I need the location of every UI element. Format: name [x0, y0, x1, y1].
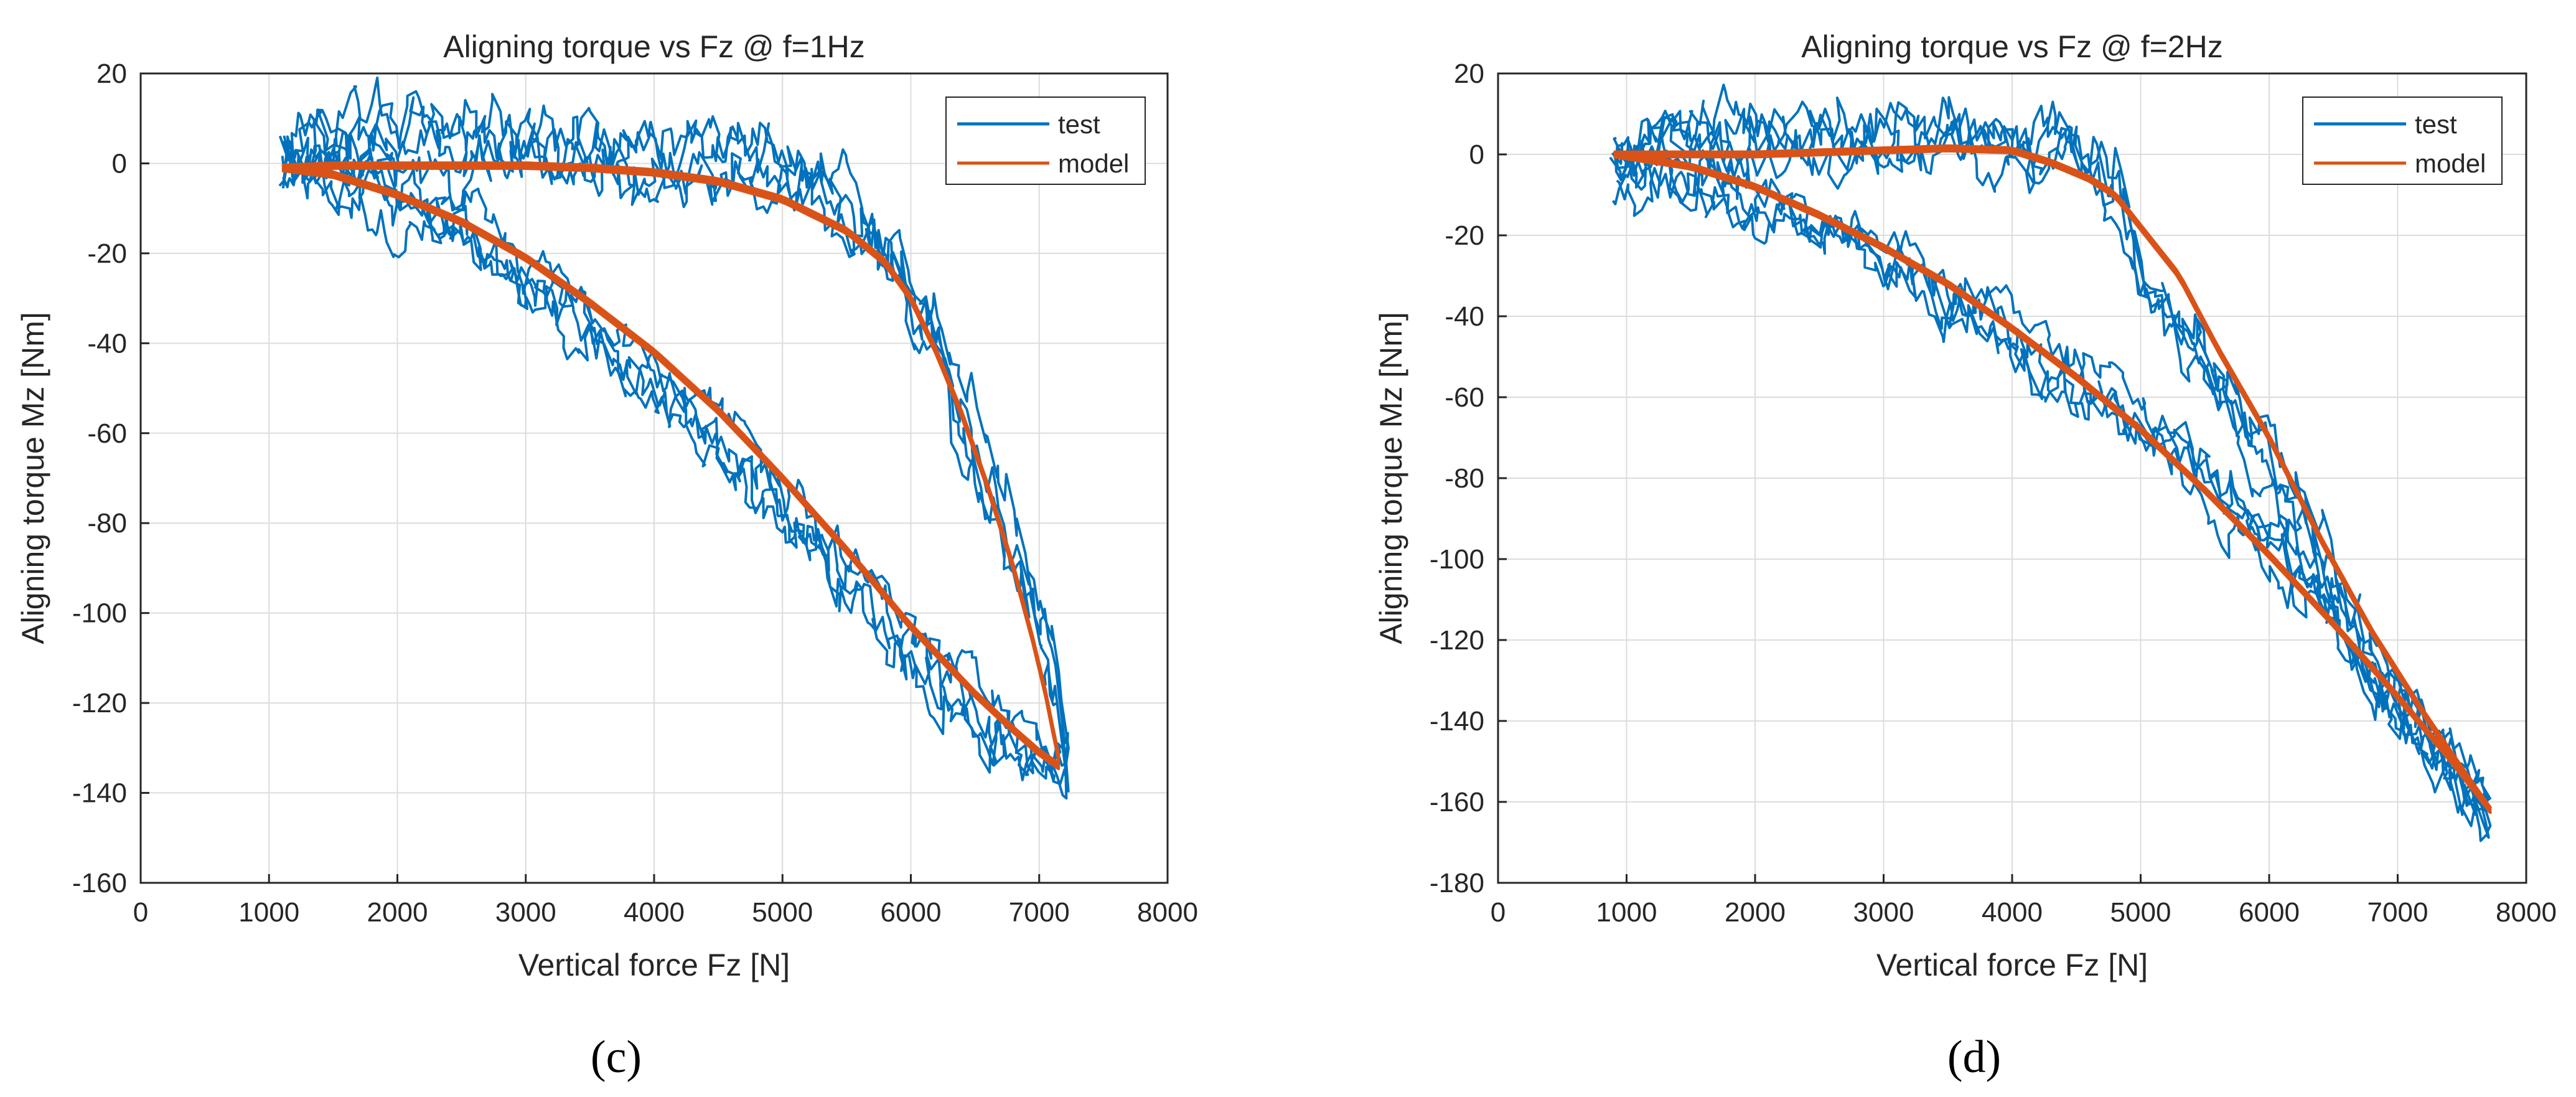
y-tick-label: -100 — [1430, 544, 1484, 575]
legend-box — [2302, 97, 2503, 185]
plot-area — [1609, 83, 2492, 842]
y-axis-label: Aligning torque Mz [Nm] — [1374, 312, 1408, 644]
y-tick-label: 0 — [112, 148, 127, 179]
x-axis-label: Vertical force Fz [N] — [1876, 948, 2148, 982]
chart-panel-c: Aligning torque vs Fz @ f=1Hz 0 1000 2000 3… — [16, 29, 1198, 1083]
y-tick-label: -20 — [87, 238, 127, 269]
y-tick-label: -80 — [1445, 463, 1484, 494]
y-tick-label: -140 — [1430, 706, 1484, 737]
y-tick-label: -80 — [87, 508, 127, 539]
chart-panel-d: Aligning torque vs Fz @ f=2Hz 0 1000 2000 3… — [1374, 29, 2557, 1083]
series-test-line — [1609, 117, 2490, 842]
y-tick-label: 20 — [96, 59, 127, 89]
y-tick-label: -60 — [1445, 382, 1484, 413]
legend-box — [945, 97, 1146, 185]
y-tick-label: 0 — [1469, 139, 1484, 170]
y-tick-label: -180 — [1430, 868, 1484, 898]
y-tick-label: 20 — [1454, 59, 1484, 89]
x-tick-label: 7000 — [1009, 897, 1070, 928]
y-tick-label: -40 — [1445, 301, 1484, 332]
y-tick-label: -100 — [72, 598, 127, 629]
series-test-line — [278, 76, 1070, 776]
x-tick-label: 5000 — [2110, 897, 2171, 928]
x-tick-label: 6000 — [881, 897, 942, 928]
series-model-line — [281, 161, 1061, 765]
series-model-line — [1613, 144, 2492, 809]
y-tick-label: -120 — [1430, 625, 1484, 656]
x-axis-label: Vertical force Fz [N] — [518, 948, 790, 982]
legend-model-label: model — [2415, 149, 2486, 178]
y-tick-label: -160 — [1430, 787, 1484, 817]
legend: test model — [2302, 97, 2503, 185]
x-tick-label: 3000 — [495, 897, 556, 928]
panel-label-d: (d) — [1947, 1032, 2001, 1083]
series-test-line — [1611, 83, 2491, 816]
x-tick-label: 3000 — [1853, 897, 1914, 928]
y-tick-label: -120 — [72, 688, 127, 718]
x-tick-label: 5000 — [752, 897, 813, 928]
y-tick-label: -160 — [72, 868, 127, 898]
legend-test-label: test — [2415, 110, 2457, 139]
x-tick-label: 0 — [133, 897, 148, 928]
y-axis-label: Aligning torque Mz [Nm] — [16, 312, 50, 644]
x-tick-label: 2000 — [1725, 897, 1786, 928]
series-test-line — [281, 136, 1070, 793]
legend-test-label: test — [1058, 110, 1100, 139]
series-model-line — [1613, 146, 2492, 812]
legend: test model — [945, 97, 1146, 185]
y-tick-label: -60 — [87, 418, 127, 449]
x-tick-label: 1000 — [1596, 897, 1657, 928]
x-tick-label: 1000 — [238, 897, 299, 928]
x-tick-label: 7000 — [2368, 897, 2428, 928]
x-tick-label: 4000 — [624, 897, 685, 928]
series-test-line — [1614, 97, 2492, 834]
panel-label-c: (c) — [591, 1032, 642, 1083]
x-tick-label: 4000 — [1982, 897, 2043, 928]
grid — [140, 73, 1168, 883]
series-model-line — [281, 166, 1061, 771]
x-tick-label: 8000 — [2496, 897, 2557, 928]
y-tick-label: -140 — [72, 778, 127, 809]
y-tick-label: -40 — [87, 328, 127, 359]
plot-area — [278, 76, 1070, 800]
x-tick-label: 8000 — [1137, 897, 1198, 928]
legend-model-label: model — [1058, 149, 1129, 178]
x-tick-label: 6000 — [2239, 897, 2300, 928]
tick-labels: 0 1000 2000 3000 4000 5000 6000 7000 8000 20 0 -20 -… — [72, 59, 1198, 928]
y-tick-label: -20 — [1445, 220, 1484, 251]
chart-title: Aligning torque vs Fz @ f=1Hz — [443, 29, 864, 64]
chart-title: Aligning torque vs Fz @ f=2Hz — [1801, 29, 2222, 64]
tick-labels: 0 1000 2000 3000 4000 5000 6000 7000 8000 20 0 -20 -… — [1430, 59, 2557, 928]
x-tick-label: 2000 — [367, 897, 428, 928]
series-model-line — [1613, 149, 2492, 814]
x-tick-label: 0 — [1491, 897, 1506, 928]
